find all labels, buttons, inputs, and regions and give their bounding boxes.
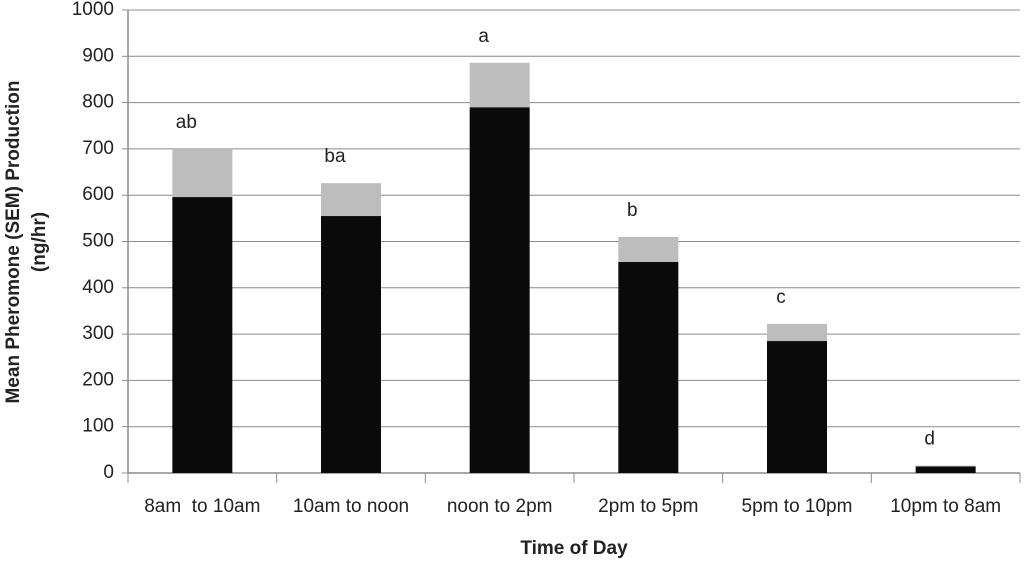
bar-segment — [172, 148, 233, 198]
significance-letter: a — [478, 26, 489, 47]
y-tick-label: 400 — [82, 277, 114, 298]
significance-letter: d — [924, 429, 935, 450]
x-tick-label: noon to 2pm — [447, 496, 553, 517]
bar-segment — [767, 341, 827, 473]
y-axis-title: Mean Pheromone (SEM) Production — [3, 80, 24, 403]
bar-segment — [469, 107, 530, 473]
x-axis-title: Time of Day — [520, 538, 628, 559]
bar-segment — [321, 216, 381, 473]
x-tick-label: 10pm to 8am — [890, 496, 1001, 517]
y-tick-label: 100 — [82, 416, 114, 437]
significance-letter: ab — [176, 112, 197, 133]
y-tick-label: 300 — [82, 323, 114, 344]
bar-segment — [321, 183, 381, 217]
bar-segment — [469, 62, 530, 108]
y-tick-label: 500 — [82, 231, 114, 252]
bar-segment — [915, 466, 976, 473]
y-axis-title: (ng/hr) — [29, 212, 50, 272]
y-tick-label: 1000 — [72, 0, 114, 20]
x-tick-label: 2pm to 5pm — [598, 496, 698, 517]
significance-letter: b — [627, 200, 638, 221]
y-tick-label: 200 — [82, 369, 114, 390]
bar-segment — [767, 323, 827, 342]
y-tick-label: 900 — [82, 45, 114, 66]
x-tick-label: 10am to noon — [293, 496, 409, 517]
bar-segment — [618, 261, 679, 473]
x-tick-label: 8am to 10am — [144, 496, 260, 517]
bar-segment — [915, 465, 976, 467]
y-tick-label: 0 — [103, 462, 114, 483]
y-tick-label: 700 — [82, 138, 114, 159]
y-tick-label: 600 — [82, 184, 114, 205]
significance-letter: ba — [324, 146, 346, 167]
bar-segment — [618, 236, 679, 262]
bar-segment — [172, 197, 233, 473]
x-tick-label: 5pm to 10pm — [742, 496, 853, 517]
significance-letter: c — [776, 287, 786, 308]
y-tick-label: 800 — [82, 92, 114, 113]
